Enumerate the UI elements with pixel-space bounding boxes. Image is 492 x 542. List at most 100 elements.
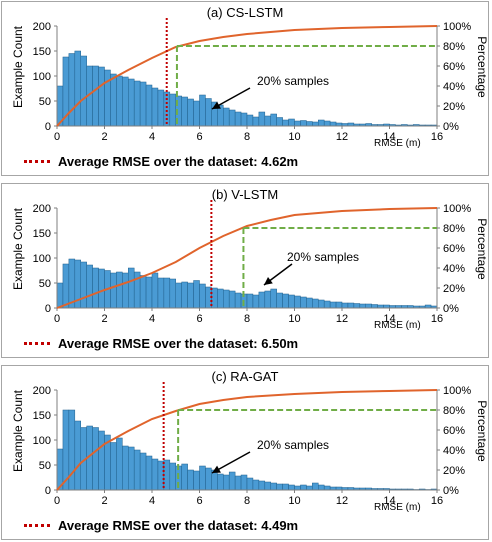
- y-axis-label-left: Example Count: [11, 389, 25, 473]
- histogram-bar: [228, 109, 236, 127]
- histogram-bar: [306, 485, 313, 491]
- histogram-bar: [312, 121, 319, 127]
- y-tick-label-left: 0: [45, 303, 51, 315]
- y-tick-label-right: 20%: [443, 465, 465, 477]
- histogram-bar: [157, 89, 165, 127]
- histogram-bar: [92, 427, 99, 491]
- histogram-bar: [145, 84, 153, 127]
- y-tick-label-right: 60%: [443, 61, 465, 73]
- histogram-bars: [56, 258, 438, 309]
- histogram-bar: [288, 484, 295, 491]
- x-tick-label: 2: [101, 313, 107, 325]
- histogram-bar: [163, 91, 171, 127]
- histogram-bar: [365, 303, 372, 309]
- histogram-bar: [223, 289, 230, 309]
- x-tick-label: 4: [149, 495, 155, 507]
- histogram-bar: [122, 272, 129, 309]
- histogram-bar: [199, 94, 206, 127]
- histogram-bar: [318, 484, 325, 491]
- x-tick-label: 6: [196, 495, 202, 507]
- histogram-bar: [122, 445, 129, 491]
- y-tick-label-left: 150: [33, 228, 51, 240]
- chart-title: (b) V-LSTM: [211, 187, 279, 202]
- annotation-arrow-head: [212, 465, 221, 473]
- histogram-bar: [282, 293, 289, 309]
- histogram-bar: [252, 116, 260, 127]
- chart-title: (a) CS-LSTM: [206, 5, 284, 20]
- y-tick-label-right: 60%: [443, 243, 465, 255]
- histogram-bar: [270, 113, 277, 127]
- x-tick-label: 4: [149, 313, 155, 325]
- x-tick-label: 14: [383, 131, 395, 143]
- histogram-bar: [341, 302, 349, 309]
- y-tick-label-left: 200: [33, 203, 51, 215]
- legend: Average RMSE over the dataset: 6.50m: [24, 334, 298, 352]
- y-tick-label-left: 0: [45, 121, 51, 133]
- histogram-bar: [228, 290, 236, 309]
- y-tick-label-left: 200: [33, 21, 51, 33]
- histogram-bar: [163, 459, 171, 491]
- histogram-bar: [270, 482, 277, 491]
- histogram-bar: [110, 442, 117, 491]
- chart-plot: 0 50 100 150 200 0% 20% 40% 60% 80% 100% 0 2 4 6 8 10 12 1…: [33, 382, 471, 507]
- histogram-bar: [116, 75, 123, 127]
- histogram-bar: [139, 452, 147, 491]
- histogram-bar: [234, 292, 242, 309]
- histogram-bar: [68, 409, 76, 491]
- histogram-bar: [312, 298, 319, 309]
- histogram-bar: [276, 117, 283, 127]
- histogram-bar: [133, 80, 141, 127]
- histogram-bar: [264, 115, 271, 127]
- histogram-bar: [246, 114, 254, 127]
- histogram-bars: [56, 50, 438, 127]
- annotation-text: 20% samples: [257, 74, 330, 88]
- histogram-bar: [234, 111, 242, 127]
- x-tick-label: 8: [244, 495, 250, 507]
- histogram-bar: [181, 281, 188, 309]
- histogram-bar: [323, 300, 331, 309]
- histogram-bar: [157, 277, 165, 309]
- histogram-bar: [199, 465, 206, 491]
- x-tick-label: 2: [101, 131, 107, 143]
- histogram-bar: [329, 121, 337, 127]
- histogram-bar: [187, 282, 194, 309]
- x-axis-label: RMSE (m): [374, 320, 421, 331]
- x-tick-label: 14: [383, 495, 395, 507]
- histogram-bar: [68, 53, 76, 127]
- y-tick-label-left: 50: [39, 96, 51, 108]
- histogram-bar: [347, 302, 355, 309]
- histogram-bar: [288, 294, 295, 309]
- legend-mean-text: Average RMSE over the dataset: 4.49m: [58, 517, 299, 533]
- histogram-bar: [193, 280, 200, 309]
- histogram-bar: [116, 271, 123, 309]
- histogram-bar: [276, 483, 283, 491]
- histogram-bar: [217, 288, 224, 309]
- y-tick-label-left: 100: [33, 435, 51, 447]
- y-tick-label-left: 50: [39, 278, 51, 290]
- histogram-bar: [258, 111, 266, 127]
- histogram-bar: [80, 261, 87, 309]
- histogram-bar: [294, 120, 301, 127]
- x-tick-label: 16: [431, 495, 443, 507]
- x-axis-label: RMSE (m): [374, 138, 421, 149]
- histogram-bar: [205, 467, 212, 491]
- x-tick-label: 12: [336, 495, 348, 507]
- histogram-bar: [193, 100, 200, 127]
- histogram-bar: [104, 69, 111, 127]
- histogram-bar: [139, 81, 147, 127]
- histogram-bar: [110, 73, 117, 127]
- legend-mean-text: Average RMSE over the dataset: 6.50m: [58, 335, 299, 351]
- x-tick-label: 12: [336, 131, 348, 143]
- chart-plot: 0 50 100 150 200 0% 20% 40% 60% 80% 100% 0 2 4 6 8 10 12 1…: [33, 18, 471, 143]
- histogram-bar: [205, 98, 212, 127]
- histogram-bar: [228, 471, 236, 491]
- y-tick-label-right: 40%: [443, 263, 465, 275]
- chart-panel-v-lstm: 0 50 100 150 200 0% 20% 40% 60% 80% 100% 0 2 4 6 8 10 12 1…: [1, 183, 489, 358]
- histogram-bar: [258, 291, 266, 309]
- histogram-bar: [323, 120, 331, 127]
- histogram-bar: [294, 485, 301, 491]
- histogram-bar: [252, 479, 260, 491]
- y-tick-label-left: 150: [33, 410, 51, 422]
- histogram-bar: [169, 278, 176, 309]
- histogram-bar: [133, 449, 141, 491]
